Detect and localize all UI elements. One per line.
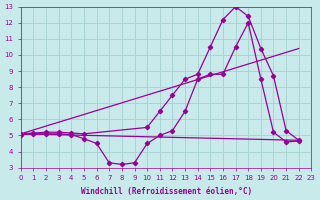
X-axis label: Windchill (Refroidissement éolien,°C): Windchill (Refroidissement éolien,°C) — [81, 187, 252, 196]
